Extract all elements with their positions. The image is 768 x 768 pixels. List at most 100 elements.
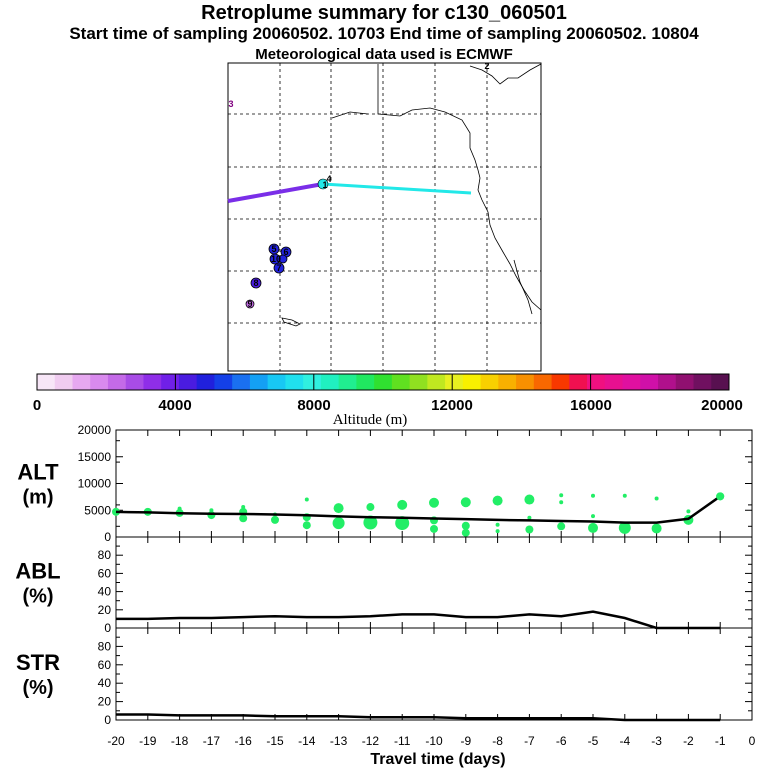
altitude-cluster-point [557, 522, 566, 531]
series-line [116, 610, 721, 630]
altitude-cluster-point [591, 493, 595, 498]
altitude-cluster-point [651, 523, 662, 534]
x-tick-label: -13 [330, 734, 348, 748]
altitude-cluster-point [271, 515, 279, 524]
altitude-cluster-point [492, 495, 503, 506]
altitude-cluster-point [177, 506, 182, 511]
y-tick-label: 20000 [78, 423, 112, 437]
altitude-cluster-point [395, 516, 410, 531]
altitude-cluster-point [686, 509, 691, 514]
altitude-cluster-point [591, 514, 595, 519]
altitude-cluster-point [527, 515, 532, 520]
abl-panel: 0 20 40 60 80 ABL(%) [15, 536, 753, 635]
altitude-cluster-point [239, 514, 248, 523]
x-tick-label: -1 [715, 734, 726, 748]
y-tick-label: 0 [104, 530, 111, 544]
altitude-cluster-point [654, 496, 659, 501]
chart-title: Retroplume summary for c130_060501 [201, 2, 567, 24]
marker-label: 5 [271, 244, 276, 254]
x-axis: -20 -19 -18 -17 -16 -15 -14 -13 -12 -11 -10 -9 -8 -7-… [107, 734, 755, 768]
altitude-cluster-point [559, 493, 564, 498]
y-tick-label: 60 [98, 566, 112, 580]
altitude-cluster-point [559, 500, 564, 505]
marker-label: 9 [247, 299, 252, 309]
series-line [115, 495, 721, 524]
y-tick-label: 80 [98, 548, 112, 562]
x-tick-label: -2 [683, 734, 694, 748]
altitude-cluster-point [461, 521, 470, 530]
marker-label: 6 [283, 247, 288, 257]
altitude-cluster-point [622, 493, 627, 498]
altitude-cluster-point [618, 521, 631, 534]
x-tick-label: -4 [619, 734, 630, 748]
x-tick-label: 0 [749, 734, 756, 748]
y-tick-label: 60 [98, 658, 112, 672]
marker-label: 2 [484, 61, 489, 71]
marker-label: 4 [326, 174, 331, 184]
altitude-cluster-point [397, 499, 408, 510]
altitude-cluster-point [363, 515, 378, 530]
y-tick-label: 15000 [78, 450, 112, 464]
altitude-cluster-point [588, 522, 598, 533]
panel-frame [115, 627, 753, 721]
y-tick-label: 80 [98, 639, 112, 653]
x-tick-label: -6 [556, 734, 567, 748]
y-tick-label: 40 [98, 676, 112, 690]
x-tick-label: -7 [524, 734, 535, 748]
x-tick-label: -16 [235, 734, 253, 748]
chart-subtitle: Start time of sampling 20060502. 10703 E… [69, 24, 699, 43]
y-tick-label: 20 [98, 603, 112, 617]
x-tick-label: -20 [107, 734, 125, 748]
altitude-cluster-point [302, 521, 311, 530]
altitude-cluster-point [209, 508, 214, 513]
altitude-cluster-point [460, 497, 471, 508]
y-tick-label: 10000 [78, 477, 112, 491]
x-tick-label: -14 [298, 734, 316, 748]
x-tick-label: -12 [362, 734, 380, 748]
altitude-cluster-point [461, 528, 470, 537]
x-tick-label: -9 [460, 734, 471, 748]
x-axis-title: Travel time (days) [370, 751, 505, 768]
x-tick-label: -18 [171, 734, 189, 748]
alt-panel: 0 5000 10000 15000 20000 ALT(m) [17, 423, 753, 544]
marker-label: 10 [271, 254, 281, 264]
x-tick-label: -10 [425, 734, 443, 748]
y-tick-label: 0 [104, 621, 111, 635]
y-tick-label: 5000 [84, 503, 111, 517]
altitude-cluster-point [332, 517, 345, 530]
str-panel: 0 20 40 60 80 STR(%) [16, 627, 753, 727]
y-tick-label: 20 [98, 695, 112, 709]
panel-label: ABL [15, 559, 60, 584]
x-tick-label: -3 [651, 734, 662, 748]
altitude-cluster-point [495, 529, 500, 534]
altitude-cluster-point [112, 507, 120, 516]
x-tick-label: -8 [492, 734, 503, 748]
altitude-cluster-point [429, 497, 439, 508]
y-tick-label: 40 [98, 585, 112, 599]
altitude-cluster-point [495, 522, 500, 527]
altitude-cluster-point [207, 511, 216, 520]
x-tick-label: -17 [203, 734, 221, 748]
met-data-line: Meteorological data used is ECMWF [255, 46, 513, 63]
altitude-cluster-point [333, 503, 344, 514]
y-tick-label: 0 [104, 713, 111, 727]
marker-label: 1 [322, 180, 327, 190]
altitude-cluster-point [430, 524, 438, 533]
marker-labels: 1 2 3 4 5 6 7 8 9 10 [228, 61, 489, 309]
panel-unit: (%) [22, 677, 53, 699]
altitude-cluster-point [241, 505, 246, 510]
x-tick-label: -11 [394, 734, 411, 748]
panel-unit: (%) [22, 586, 53, 608]
panel-label: STR [16, 650, 60, 675]
plume-markers [245, 178, 329, 309]
marker-label: 8 [253, 278, 258, 288]
altitude-cluster-point [524, 494, 535, 505]
altitude-cluster-point [304, 497, 309, 502]
marker-label: 3 [228, 99, 233, 109]
plume-paths [227, 182, 472, 203]
x-tick-label: -19 [139, 734, 157, 748]
marker-label: 7 [276, 263, 281, 273]
x-tick-label: -15 [266, 734, 284, 748]
x-tick-label: -5 [588, 734, 599, 748]
